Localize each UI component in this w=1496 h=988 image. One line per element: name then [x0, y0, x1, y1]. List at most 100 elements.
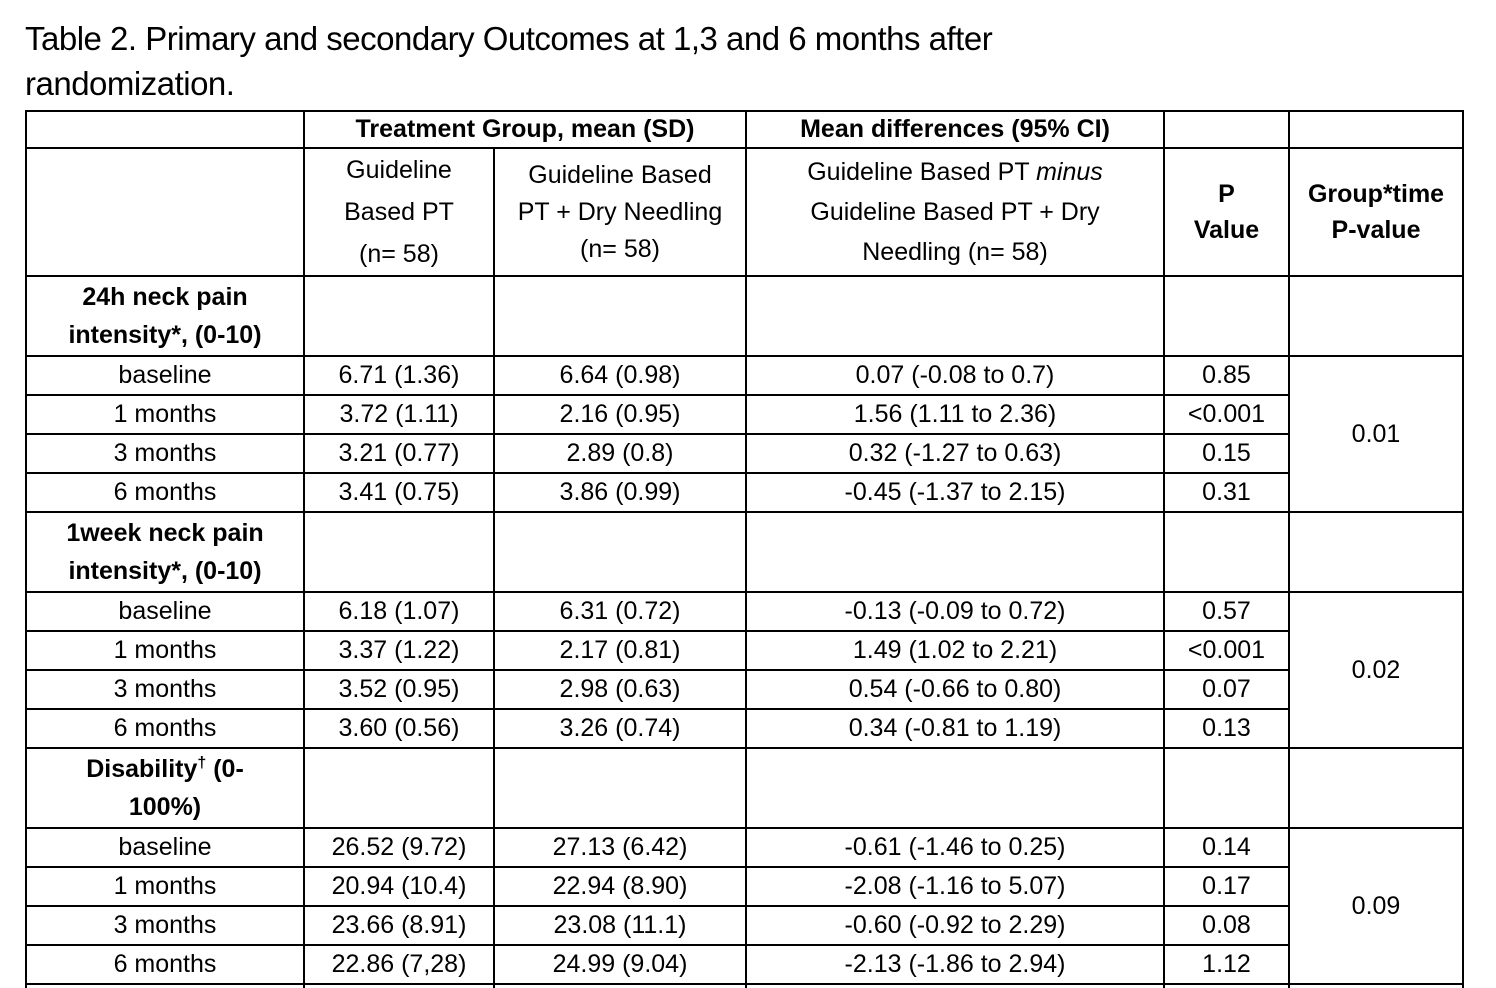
mean-diff-cell: 0.07 (-0.08 to 0.7): [745, 355, 1166, 396]
mean-diff-cell: -0.61 (-1.46 to 0.25): [745, 827, 1166, 868]
table-row: 3 months 3.21 (0.77) 2.89 (0.8) 0.32 (-1…: [25, 433, 1463, 474]
empty-cell: [303, 511, 495, 593]
section-3-label: Disability† (0- 100%): [25, 747, 305, 829]
table-row: baseline 6.71 (1.36) 6.64 (0.98) 0.07 (-…: [25, 355, 1465, 513]
table-row: 3 months 3.52 (0.95) 2.98 (0.63) 0.54 (-…: [25, 669, 1463, 710]
mean-diff-detail-pre: Guideline Based PT: [807, 158, 1037, 186]
dagger-symbol: †: [197, 754, 207, 772]
empty-cell: [1163, 275, 1291, 357]
header-row-2: Guideline Based PT (n= 58) Guideline Bas…: [25, 147, 1465, 277]
mean-diff-detail-minus: minus: [1036, 158, 1103, 186]
mean-diff-cell: -0.13 (-0.09 to 0.72): [745, 591, 1166, 632]
table-row: 6 months 3.41 (0.75) 3.86 (0.99) -0.45 (…: [25, 472, 1463, 513]
table-row: 3 months 23.66 (8.91) 23.08 (11.1) -0.60…: [25, 905, 1463, 946]
row-label: 1 months: [25, 630, 305, 671]
empty-cell: [303, 983, 495, 988]
p-value-cell: 0.14: [1163, 827, 1291, 868]
empty-cell: [492, 983, 748, 988]
empty-cell: [745, 983, 1166, 988]
pt-mean-cell: 26.52 (9.72): [303, 827, 495, 868]
group-time-p-cell: 0.01: [1288, 355, 1465, 513]
header-row-1: Treatment Group, mean (SD) Mean differen…: [25, 110, 1465, 149]
empty-cell: [25, 983, 305, 988]
p-value-cell: 0.13: [1163, 708, 1291, 749]
pt-mean-cell: 22.86 (7,28): [303, 944, 495, 985]
empty-cell: [745, 511, 1166, 593]
group-time-p-cell: 0.02: [1288, 591, 1465, 749]
row-label: 6 months: [25, 944, 305, 985]
pt-mean-cell: 3.60 (0.56): [303, 708, 495, 749]
empty-cell: [745, 275, 1166, 357]
header-mean-diff-detail: Guideline Based PT minus Guideline Based…: [745, 147, 1166, 277]
pt-dn-mean-cell: 2.89 (0.8): [492, 433, 748, 474]
p-value-cell: <0.001: [1163, 394, 1291, 435]
empty-cell: [492, 747, 748, 829]
p-value-cell: 0.07: [1163, 669, 1291, 710]
header-group-time-p-value: Group*time P-value: [1288, 147, 1465, 277]
empty-cell: [303, 275, 495, 357]
table-row: 6 months 3.60 (0.56) 3.26 (0.74) 0.34 (-…: [25, 708, 1463, 749]
header-empty-cell: [1288, 110, 1465, 149]
p-value-cell: <0.001: [1163, 630, 1291, 671]
empty-cell: [1288, 511, 1465, 593]
pt-dn-mean-cell: 2.98 (0.63): [492, 669, 748, 710]
section-1-label: 24h neck pain intensity*, (0-10): [25, 275, 305, 357]
header-p-value: P Value: [1163, 147, 1291, 277]
pt-mean-cell: 3.21 (0.77): [303, 433, 495, 474]
mean-diff-cell: -0.45 (-1.37 to 2.15): [745, 472, 1166, 513]
mean-diff-cell: -0.60 (-0.92 to 2.29): [745, 905, 1166, 946]
mean-diff-cell: 0.34 (-0.81 to 1.19): [745, 708, 1166, 749]
row-label: 6 months: [25, 472, 305, 513]
pt-mean-cell: 23.66 (8.91): [303, 905, 495, 946]
pt-mean-cell: 3.37 (1.22): [303, 630, 495, 671]
header-empty-cell: [25, 110, 305, 149]
p-value-cell: 0.31: [1163, 472, 1291, 513]
row-label: 3 months: [25, 433, 305, 474]
empty-cell: [1288, 275, 1465, 357]
p-value-cell: 0.85: [1163, 355, 1291, 396]
pt-mean-cell: 6.71 (1.36): [303, 355, 495, 396]
cut-off-row: [25, 983, 1465, 988]
pt-mean-cell: 20.94 (10.4): [303, 866, 495, 907]
pt-mean-cell: 3.72 (1.11): [303, 394, 495, 435]
header-treatment-group: Treatment Group, mean (SD): [302, 110, 748, 149]
pt-dn-mean-cell: 22.94 (8.90): [492, 866, 748, 907]
row-label: baseline: [25, 355, 305, 396]
section-3-header-row: Disability† (0- 100%): [25, 747, 1465, 829]
pt-dn-mean-cell: 24.99 (9.04): [492, 944, 748, 985]
row-label: 6 months: [25, 708, 305, 749]
mean-diff-detail-post: Guideline Based PT + Dry Needling (n= 58…: [810, 198, 1100, 266]
empty-cell: [1163, 983, 1291, 988]
row-label: 1 months: [25, 394, 305, 435]
header-guideline-pt: Guideline Based PT (n= 58): [303, 147, 495, 277]
section-1-header-row: 24h neck pain intensity*, (0-10): [25, 275, 1465, 357]
pt-mean-cell: 3.52 (0.95): [303, 669, 495, 710]
group-time-p-cell: 0.09: [1288, 827, 1465, 985]
p-value-cell: 1.12: [1163, 944, 1291, 985]
header-mean-differences: Mean differences (95% CI): [745, 110, 1166, 149]
header-empty-cell: [25, 147, 305, 277]
pt-mean-cell: 6.18 (1.07): [303, 591, 495, 632]
row-label: 1 months: [25, 866, 305, 907]
empty-cell: [1163, 511, 1291, 593]
mean-diff-cell: 0.32 (-1.27 to 0.63): [745, 433, 1166, 474]
pt-dn-mean-cell: 3.86 (0.99): [492, 472, 748, 513]
row-label: baseline: [25, 827, 305, 868]
table-caption: Table 2. Primary and secondary Outcomes …: [25, 20, 993, 102]
mean-diff-cell: 0.54 (-0.66 to 0.80): [745, 669, 1166, 710]
pt-dn-mean-cell: 3.26 (0.74): [492, 708, 748, 749]
empty-cell: [1288, 983, 1465, 988]
p-value-cell: 0.17: [1163, 866, 1291, 907]
mean-diff-cell: 1.56 (1.11 to 2.36): [745, 394, 1166, 435]
pt-dn-mean-cell: 2.17 (0.81): [492, 630, 748, 671]
header-empty-cell: [1163, 110, 1291, 149]
header-guideline-pt-dry-needling: Guideline Based PT + Dry Needling (n= 58…: [492, 147, 748, 277]
table-row: 1 months 3.72 (1.11) 2.16 (0.95) 1.56 (1…: [25, 394, 1463, 435]
pt-dn-mean-cell: 6.31 (0.72): [492, 591, 748, 632]
mean-diff-cell: 1.49 (1.02 to 2.21): [745, 630, 1166, 671]
section-2-label: 1week neck pain intensity*, (0-10): [25, 511, 305, 593]
pt-mean-cell: 3.41 (0.75): [303, 472, 495, 513]
empty-cell: [492, 275, 748, 357]
table-row: 6 months 22.86 (7,28) 24.99 (9.04) -2.13…: [25, 944, 1463, 985]
